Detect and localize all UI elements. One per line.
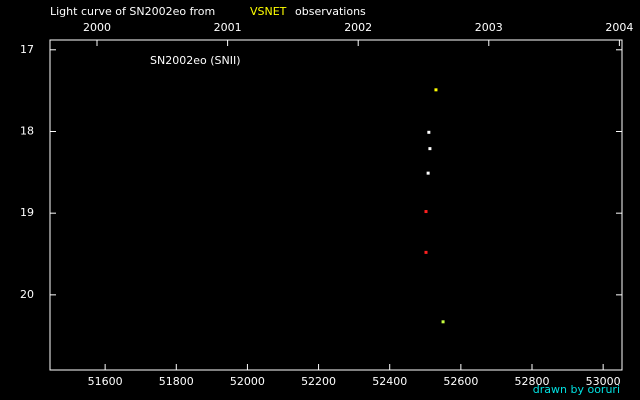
data-point: [434, 88, 438, 92]
x2-tick-label: 2004: [605, 21, 633, 34]
x-tick-label: 51600: [88, 375, 123, 388]
chart-title-end: observations: [295, 5, 366, 18]
data-point: [424, 210, 428, 214]
x-tick-label: 52200: [301, 375, 336, 388]
y-tick-label: 17: [20, 43, 34, 56]
annotation: SN2002eo (SNII): [150, 54, 240, 67]
x-tick-label: 52800: [515, 375, 550, 388]
data-point: [426, 171, 430, 175]
y-tick-label: 18: [20, 124, 34, 137]
x2-tick-label: 2000: [83, 21, 111, 34]
chart-title: Light curve of SN2002eo from: [50, 5, 215, 18]
x-tick-label: 52600: [443, 375, 478, 388]
x2-tick-label: 2001: [214, 21, 242, 34]
x-tick-label: 52000: [230, 375, 265, 388]
data-point: [427, 130, 431, 134]
chart-title-highlight: VSNET: [250, 5, 287, 18]
credit: drawn by ooruri: [533, 383, 620, 396]
data-point: [428, 147, 432, 151]
x-tick-label: 51800: [159, 375, 194, 388]
x2-tick-label: 2003: [475, 21, 503, 34]
x-tick-label: 52400: [372, 375, 407, 388]
x2-tick-label: 2002: [344, 21, 372, 34]
y-tick-label: 19: [20, 206, 34, 219]
x-tick-label: 53000: [586, 375, 621, 388]
data-point: [424, 250, 428, 254]
plot-frame: [49, 39, 623, 371]
data-point: [441, 320, 445, 324]
y-tick-label: 20: [20, 288, 34, 301]
